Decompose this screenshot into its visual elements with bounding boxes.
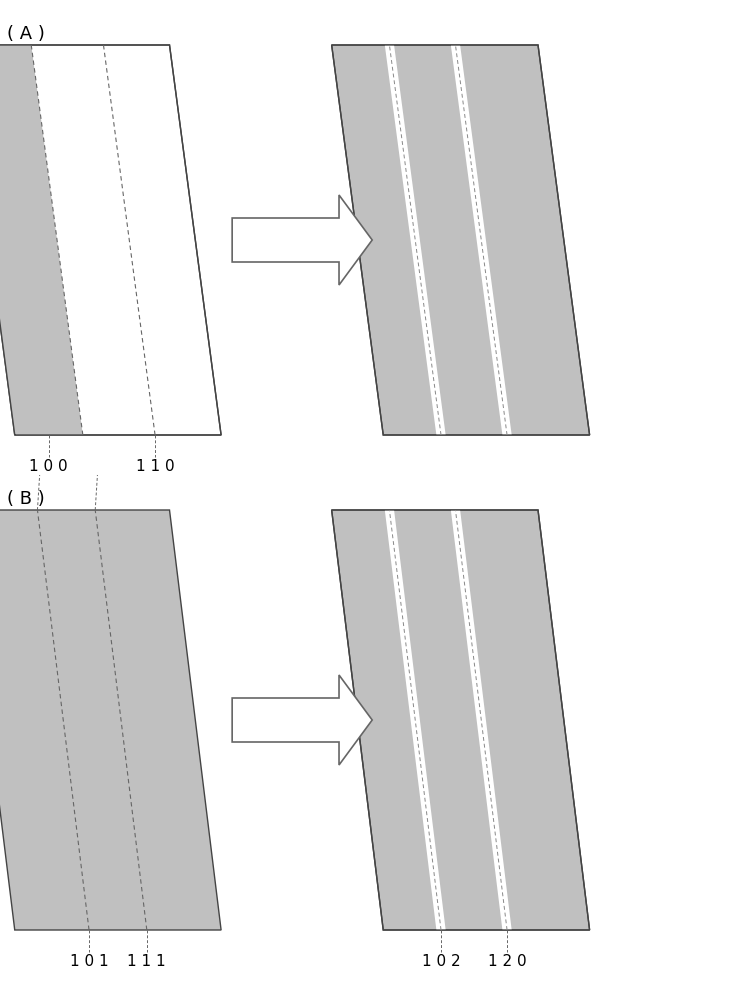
Text: ( B ): ( B )	[7, 490, 45, 508]
Text: 1 0 0: 1 0 0	[29, 459, 68, 474]
Polygon shape	[332, 45, 590, 435]
Polygon shape	[451, 45, 511, 435]
Text: 1 1 1: 1 1 1	[128, 954, 166, 969]
Polygon shape	[385, 510, 446, 930]
Polygon shape	[385, 45, 446, 435]
Text: 1 2 0: 1 2 0	[488, 954, 526, 969]
Polygon shape	[232, 195, 372, 285]
Polygon shape	[232, 675, 372, 765]
Text: ( A ): ( A )	[7, 25, 45, 43]
Polygon shape	[0, 45, 221, 435]
Polygon shape	[332, 510, 590, 930]
Polygon shape	[0, 510, 221, 930]
Polygon shape	[451, 510, 511, 930]
Polygon shape	[0, 45, 83, 435]
Text: 1 0 2: 1 0 2	[422, 954, 461, 969]
Text: 1 1 0: 1 1 0	[136, 459, 175, 474]
Text: 1 0 1: 1 0 1	[70, 954, 108, 969]
